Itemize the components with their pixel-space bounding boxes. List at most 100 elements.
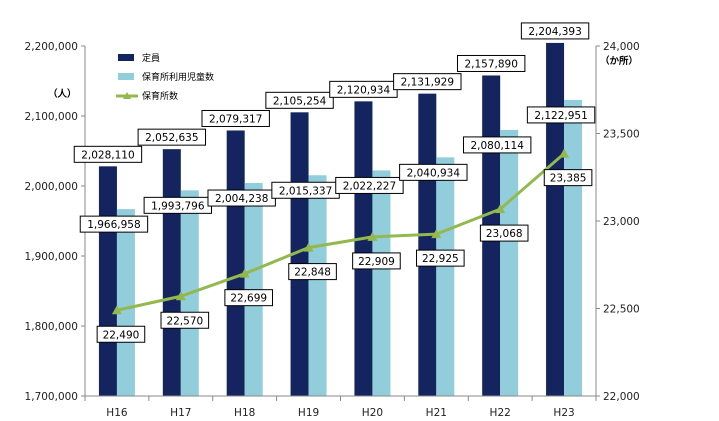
data-label-facilities-text: 23,068 <box>486 228 523 240</box>
data-label-facilities-text: 22,925 <box>422 253 459 265</box>
data-label-facilities-text: 22,490 <box>103 329 140 341</box>
marker-facilities <box>367 231 378 241</box>
left-axis-tick-label: 2,000,000 <box>25 181 78 193</box>
marker-facilities <box>495 204 506 214</box>
bar-capacity <box>98 166 117 396</box>
legend-swatch-facilities-marker <box>123 92 131 99</box>
legend-label-capacity: 定員 <box>142 52 160 64</box>
left-axis-tick-label: 1,900,000 <box>25 251 78 263</box>
x-axis-tick-label: H17 <box>170 407 191 419</box>
x-axis-tick-label: H16 <box>106 407 128 419</box>
data-label-children-text: 2,015,337 <box>279 185 332 197</box>
data-label-children-text: 2,022,227 <box>343 180 396 192</box>
x-axis-tick-label: H19 <box>298 407 319 419</box>
x-axis-tick-label: H18 <box>234 407 255 419</box>
data-label-children: 2,040,934 <box>399 163 468 181</box>
x-axis-tick-label: H22 <box>490 407 511 419</box>
data-label-capacity: 2,204,393 <box>520 22 590 40</box>
data-label-facilities-box <box>543 169 593 187</box>
data-label-capacity: 2,157,890 <box>456 54 526 72</box>
data-label-children: 1,993,796 <box>143 196 213 214</box>
line-facilities <box>116 152 566 312</box>
marker-facilities <box>303 242 314 252</box>
data-label-children-text: 1,993,796 <box>151 200 205 212</box>
data-label-facilities-text: 22,699 <box>230 293 267 305</box>
data-label-capacity-box <box>201 109 270 127</box>
bar-capacity <box>226 130 245 397</box>
legend-swatch-capacity <box>118 54 134 61</box>
data-label-facilities-text: 23,385 <box>550 173 587 185</box>
data-label-children-box <box>462 136 532 154</box>
x-axis-tick-label: H23 <box>553 407 574 419</box>
data-label-children: 2,122,951 <box>526 106 596 124</box>
data-label-capacity: 2,131,929 <box>393 73 462 91</box>
data-label-facilities: 22,925 <box>416 249 465 267</box>
bar-children <box>500 129 519 396</box>
right-axis-tick-label: 23,000 <box>603 216 640 228</box>
bar-capacity <box>546 42 565 397</box>
marker-facilities <box>559 148 570 158</box>
legend-label-children: 保育所利用児童数 <box>142 71 214 83</box>
data-label-children: 2,015,337 <box>271 181 340 199</box>
data-label-facilities: 22,909 <box>352 252 401 270</box>
right-axis-tick-label: 22,500 <box>603 304 640 316</box>
data-label-children: 2,004,238 <box>207 189 276 207</box>
bar-children <box>436 157 455 396</box>
bar-children <box>564 99 583 397</box>
data-label-capacity-text: 2,120,934 <box>337 84 391 96</box>
data-label-facilities-text: 22,570 <box>166 315 203 327</box>
left-axis-tick-label: 2,100,000 <box>25 111 78 123</box>
data-label-facilities: 23,385 <box>543 169 593 187</box>
data-label-capacity-box <box>265 91 334 109</box>
data-label-children-box <box>399 163 468 181</box>
bar-children <box>372 170 391 396</box>
bar-children <box>308 175 327 396</box>
data-label-capacity-box <box>393 73 462 91</box>
data-label-capacity: 2,028,110 <box>73 145 143 163</box>
marker-facilities <box>239 268 250 278</box>
data-label-children-text: 1,966,958 <box>87 219 140 231</box>
data-label-facilities-box <box>352 252 401 270</box>
ticks-layer: 1,700,000 1,800,000 1,900,000 2,000,000 2,10… <box>25 41 640 419</box>
data-label-capacity: 2,052,635 <box>137 128 207 146</box>
data-label-capacity-text: 2,131,929 <box>401 77 454 89</box>
data-label-children-box <box>526 106 596 124</box>
data-label-capacity-box <box>137 128 207 146</box>
data-label-capacity-text: 2,079,317 <box>209 113 262 125</box>
bar-capacity <box>162 149 181 396</box>
data-label-facilities-box <box>224 289 273 307</box>
data-label-facilities: 22,699 <box>224 289 273 307</box>
right-axis-tick-label: 23,500 <box>603 129 640 141</box>
data-label-facilities: 22,570 <box>160 311 210 329</box>
data-label-facilities-box <box>160 311 210 329</box>
data-label-children: 1,966,958 <box>79 215 149 233</box>
left-axis-tick-label: 2,200,000 <box>25 41 78 53</box>
legend: 定員 保育所利用児童数 保育所数 <box>116 52 214 102</box>
x-axis-tick-label: H21 <box>426 407 447 419</box>
data-label-capacity-text: 2,105,254 <box>273 95 327 107</box>
data-labels-layer: 2,028,110 1,966,958 22,490 2,052,635 1,993,7… <box>73 22 596 343</box>
data-label-capacity: 2,120,934 <box>329 80 398 98</box>
data-label-facilities-box <box>416 249 465 267</box>
left-axis-unit: （人） <box>48 88 77 100</box>
data-label-facilities: 22,490 <box>96 325 146 343</box>
right-axis-tick-label: 22,000 <box>603 391 640 403</box>
data-label-capacity-box <box>520 22 590 40</box>
legend-swatch-children <box>118 73 134 80</box>
bar-children <box>116 209 135 396</box>
marker-facilities <box>431 229 442 239</box>
data-label-capacity-text: 2,028,110 <box>81 149 134 161</box>
left-axis-tick-label: 1,800,000 <box>25 321 78 333</box>
data-label-children-text: 2,040,934 <box>407 167 461 179</box>
data-label-capacity-box <box>73 145 143 163</box>
data-label-children-text: 2,122,951 <box>534 110 587 122</box>
right-axis-unit: （か所） <box>600 55 638 67</box>
data-label-capacity-text: 2,157,890 <box>464 58 517 70</box>
marker-facilities <box>111 305 122 315</box>
data-label-facilities: 23,068 <box>479 224 529 242</box>
data-label-children-text: 2,004,238 <box>215 193 268 205</box>
data-label-capacity-text: 2,052,635 <box>145 132 198 144</box>
data-label-facilities: 22,848 <box>288 263 337 281</box>
legend-label-facilities: 保育所数 <box>142 90 178 102</box>
